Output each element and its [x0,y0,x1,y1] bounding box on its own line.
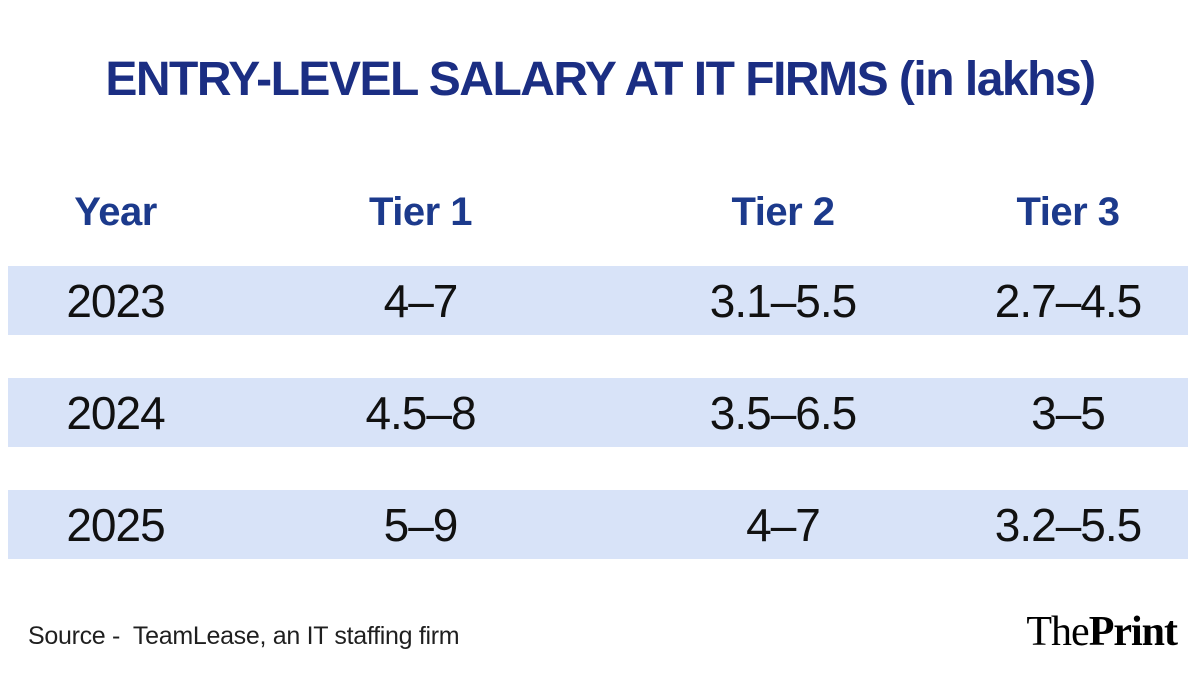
cell-tier3-2025: 3.2–5.5 [994,498,1142,551]
logo-text-print: Print [1088,609,1178,655]
cell-year-2023: 2023 [66,274,165,327]
cell-tier2-2025: 4–7 [746,498,821,551]
cell-tier3-2024: 3–5 [1031,386,1106,439]
column-header-tier3: Tier 3 [1016,189,1121,234]
cell-tier1-2025: 5–9 [383,498,459,551]
column-header-year: Year [74,189,157,234]
theprint-logo: ThePrint [1026,608,1178,656]
table-row-2023: 2023 4–7 3.1–5.5 2.7–4.5 [8,266,1188,335]
logo-text-the: The [1026,609,1089,655]
cell-tier1-2023: 4–7 [383,274,459,327]
table-row-2025: 2025 5–9 4–7 3.2–5.5 [8,490,1188,559]
cell-year-2024: 2024 [66,386,165,439]
cell-tier3-2023: 2.7–4.5 [994,274,1142,327]
cell-tier1-2024: 4.5–8 [365,386,476,439]
column-header-tier1: Tier 1 [369,189,473,234]
page-title: ENTRY-LEVEL SALARY AT IT FIRMS (in lakhs… [105,53,1096,106]
cell-tier2-2024: 3.5–6.5 [709,386,857,439]
cell-year-2025: 2025 [66,498,165,551]
column-header-tier2: Tier 2 [731,189,836,234]
table-header-row: Year Tier 1 Tier 2 Tier 3 [8,186,1188,238]
table-row-2024: 2024 4.5–8 3.5–6.5 3–5 [8,378,1188,447]
cell-tier2-2023: 3.1–5.5 [709,274,857,327]
source-note: Source - TeamLease, an IT staffing firm [28,622,460,650]
